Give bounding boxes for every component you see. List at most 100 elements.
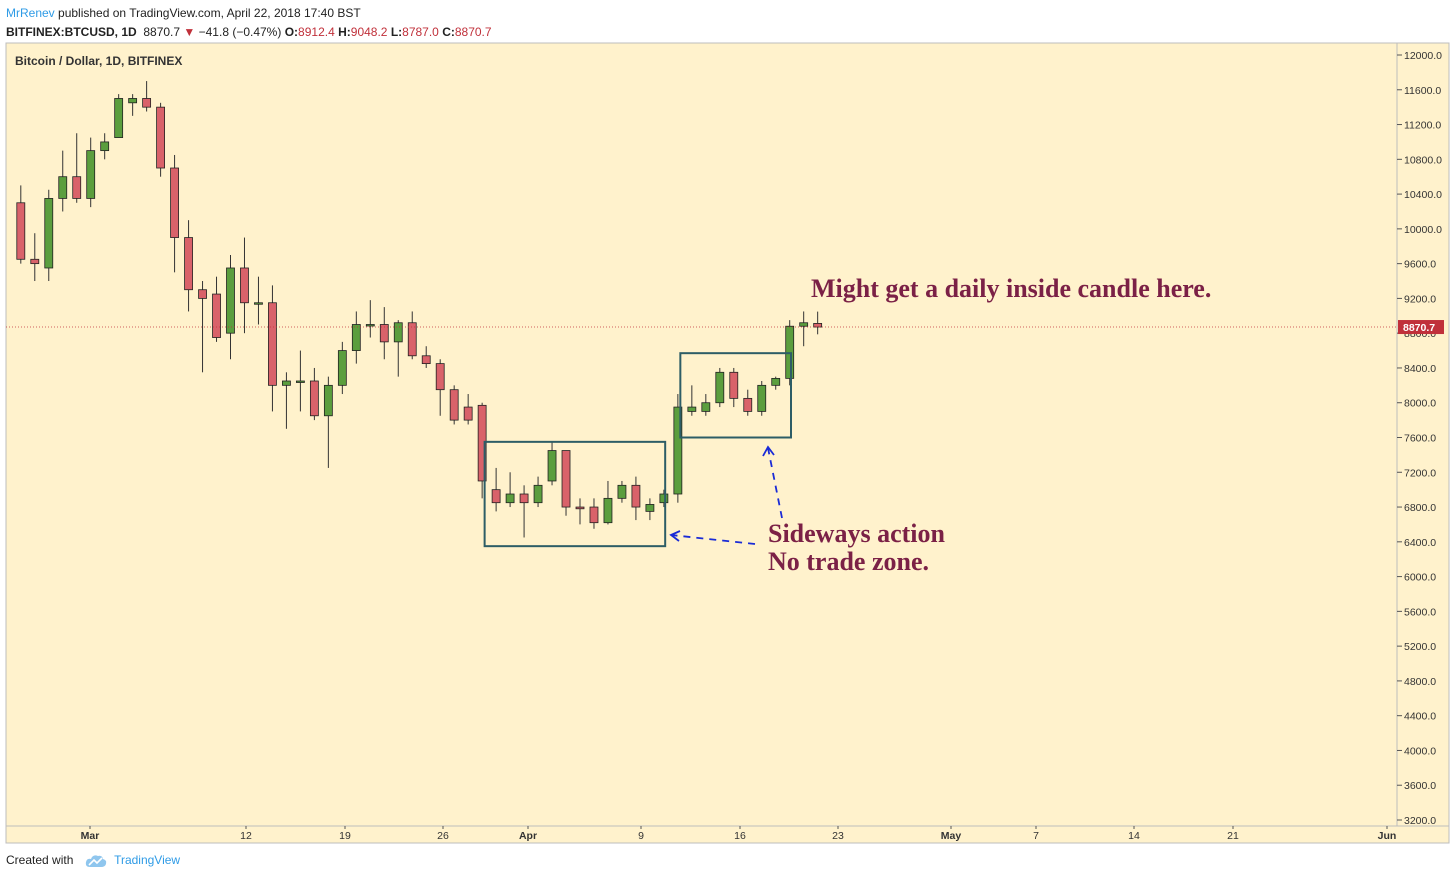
candle [184,220,193,312]
candle-body-down [156,106,166,169]
candle [729,367,739,408]
time-scale[interactable] [5,825,1450,844]
candle-body-up [226,267,235,334]
candle [645,498,655,521]
publish-line: MrRenev published on TradingView.com, Ap… [6,4,492,23]
candle [226,254,235,360]
arrowhead-left [669,530,681,542]
candle-body-down [813,323,823,328]
chart-header: MrRenev published on TradingView.com, Ap… [6,4,492,42]
candle-body-down [268,302,277,386]
candle [30,233,40,282]
candle-body-up [282,380,291,386]
plot-area[interactable] [5,42,1398,827]
y-tick-label: 8000.0 [1404,398,1436,410]
price-change: −41.8 (−0.47%) [198,25,282,39]
tradingview-link[interactable]: TradingView [114,853,181,867]
y-tick-label: 5600.0 [1404,606,1436,618]
y-axis: 12000.0 11600.0 11200.0 10800.0 10400.0 10000… [1397,50,1442,827]
candle-body-down [198,289,207,299]
candle-body-down [631,484,641,508]
candle [365,300,375,338]
candle [16,185,26,264]
author-link[interactable]: MrRenev [6,6,55,20]
candle [72,133,82,203]
y-tick-label: 8400.0 [1404,363,1436,375]
candle [142,81,152,112]
candle-body-down [407,322,417,357]
candle-body-down [309,380,319,417]
candle [813,311,823,335]
arrowhead-up [762,445,775,457]
candle-body-up [254,302,263,305]
candle [631,476,641,521]
candle-body-up [715,371,725,404]
candle [491,467,501,512]
candle [435,359,445,416]
candle-body-down [463,406,473,421]
last-price-label: 8870.7 [1398,320,1444,335]
candle-body-up [617,484,627,499]
y-tick-label: 4800.0 [1404,676,1436,688]
candle [407,311,417,360]
candle-body-up [58,176,68,199]
candle [100,133,110,160]
candle-body-down [519,493,529,504]
candles [16,81,823,538]
candle [687,385,697,416]
candle [295,350,305,412]
candle [421,346,431,368]
x-tick-label: 7 [1033,830,1039,842]
y-tick-label: 12000.0 [1404,50,1442,62]
ohlc-line: BITFINEX:BTCUSD, 1D 8870.7 ▼ −41.8 (−0.4… [6,23,492,42]
candle [603,480,613,525]
low-label: L: [390,25,403,39]
candle [617,480,627,503]
candle [170,154,179,273]
candle [519,485,529,538]
candle-body-up [673,406,683,495]
x-tick-label: Mar [81,830,100,842]
candle-body-up [351,324,361,351]
candle-body-down [449,389,459,421]
candle [715,367,725,408]
candle [589,498,599,529]
open-value: 8912.4 [298,25,335,39]
range-boxes [483,352,793,548]
y-tick-label: 6400.0 [1404,537,1436,549]
x-tick-label: May [941,830,962,842]
candle [575,498,585,525]
candle [799,311,809,347]
down-triangle-icon: ▼ [183,25,196,39]
symbol-label: BITFINEX:BTCUSD, 1D [6,25,137,39]
candle [198,281,207,373]
price-scale[interactable] [1396,42,1450,827]
annotation-text: Sideways action [768,519,946,548]
last-price-label-bg [1398,320,1444,335]
candle [701,394,711,416]
close-label: C: [442,25,455,39]
candle [771,376,781,390]
candle-body-up [547,450,557,482]
y-tick-label: 9600.0 [1404,259,1436,271]
candle-body-up [687,406,697,412]
x-tick-label: 26 [437,830,449,842]
y-tick-label: 7200.0 [1404,467,1436,479]
last-price-label-text: 8870.7 [1403,322,1435,334]
candle-body-up [86,150,96,199]
candle [156,102,166,177]
y-tick-label: 6000.0 [1404,572,1436,584]
close-value: 8870.7 [454,25,492,39]
candle-body-up [295,380,305,383]
arrow-line-left [670,534,756,545]
high-label: H: [338,25,351,39]
candle [533,476,543,508]
candle-body-down [575,506,585,510]
footer: Created with TradingView [6,853,180,868]
candle [659,489,669,508]
candle-body-down [16,202,26,260]
candlestick-chart[interactable]: Bitcoin / Dollar, 1D, BITFINEX 12000.0 11… [0,0,1455,850]
annotations: Might get a daily inside candle here. Sid… [768,274,1211,576]
y-tick-label: 10800.0 [1404,154,1442,166]
last-price: 8870.7 [143,25,181,39]
